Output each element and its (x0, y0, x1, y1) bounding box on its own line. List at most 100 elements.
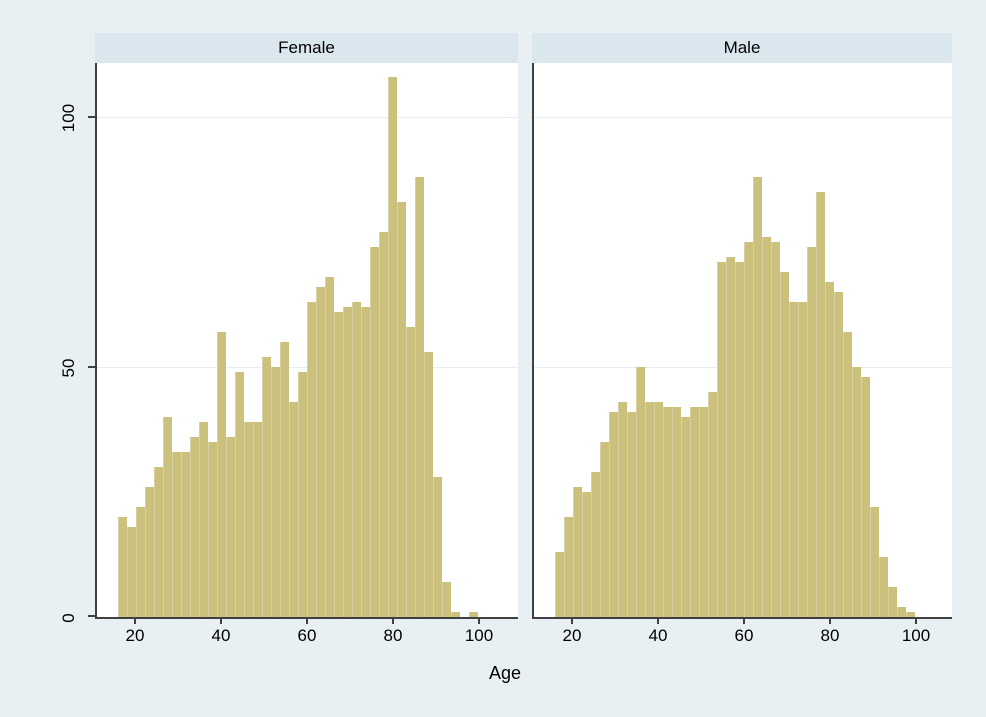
histogram-bar (325, 277, 334, 617)
histogram-bar (118, 517, 127, 617)
histogram-bar (852, 367, 861, 617)
histogram-bar (298, 372, 307, 617)
histogram-bar (681, 417, 690, 617)
histogram-bar (699, 407, 708, 617)
histogram-bar (708, 392, 717, 617)
panel-female: Female 20 40 60 80 100 0 50 100 (59, 33, 518, 645)
x-tick (915, 617, 917, 624)
histogram-bar (361, 307, 370, 617)
histogram-bar (798, 302, 807, 617)
gridline-y100 (534, 117, 952, 118)
histogram-bar (879, 557, 888, 617)
x-tick (478, 617, 480, 624)
histogram-bar (181, 452, 190, 617)
histogram-bar (906, 612, 915, 617)
histogram-bar (717, 262, 726, 617)
histogram-bar (271, 367, 280, 617)
histogram-bar (379, 232, 388, 617)
histogram-bar (424, 352, 433, 617)
histogram-bar (636, 367, 645, 617)
histogram-bar (780, 272, 789, 617)
histogram-bar (190, 437, 199, 617)
histogram-bar (870, 507, 879, 617)
gridline-y100 (97, 117, 518, 118)
histogram-bar (843, 332, 852, 617)
histogram-bar (735, 262, 744, 617)
x-tick (829, 617, 831, 624)
x-tick-label: 100 (464, 626, 494, 645)
histogram-bar (316, 287, 325, 617)
histogram-bar (672, 407, 681, 617)
histogram-bar (897, 607, 906, 617)
histogram-bar (199, 422, 208, 617)
histogram-bar (555, 552, 564, 617)
x-tick-label: 80 (383, 626, 403, 645)
histogram-bar (726, 257, 735, 617)
histogram-bar (289, 402, 298, 617)
x-tick (571, 617, 573, 624)
plot-area-female: 20 40 60 80 100 0 50 100 (59, 63, 518, 645)
x-tick-label: 20 (562, 626, 582, 645)
histogram-bar (582, 492, 591, 617)
histogram-bar (307, 302, 316, 617)
histogram-bar (217, 332, 226, 617)
y-tick (88, 366, 95, 368)
x-tick (657, 617, 659, 624)
histogram-bar (627, 412, 636, 617)
x-tick-label: 40 (211, 626, 231, 645)
histogram-bar (469, 612, 478, 617)
x-tick-label: 100 (901, 626, 931, 645)
y-tick-label: 100 (59, 103, 78, 133)
histogram-bar (127, 527, 136, 617)
panel-header-female: Female (95, 33, 518, 63)
histogram-bar (253, 422, 262, 617)
histogram-bar (861, 377, 870, 617)
histogram-bar (397, 202, 406, 617)
histogram-bar (370, 247, 379, 617)
histogram-bar (807, 247, 816, 617)
histogram-bar (433, 477, 442, 617)
histogram-bar (762, 237, 771, 617)
histogram-bar (451, 612, 460, 617)
histogram-bar (343, 307, 352, 617)
histogram-bar (816, 192, 825, 617)
histogram-bar (352, 302, 361, 617)
histogram-bar (235, 372, 244, 617)
histogram-bar (690, 407, 699, 617)
plot-area-male: 20 40 60 80 100 (532, 63, 952, 645)
x-tick (306, 617, 308, 624)
x-tick-label: 60 (297, 626, 317, 645)
histogram-bar (154, 467, 163, 617)
histogram-bar (645, 402, 654, 617)
histogram-bar (163, 417, 172, 617)
panel-header-male: Male (532, 33, 952, 63)
histogram-bar (208, 442, 217, 617)
x-tick (220, 617, 222, 624)
x-tick (392, 617, 394, 624)
histogram-bar (145, 487, 154, 617)
histogram-bar (280, 342, 289, 617)
histogram-bar (744, 242, 753, 617)
histogram-bar (388, 77, 397, 617)
x-tick-label: 40 (648, 626, 668, 645)
histogram-bar (789, 302, 798, 617)
histogram-bar (334, 312, 343, 617)
histogram-bar (244, 422, 253, 617)
histogram-bar (442, 582, 451, 617)
histogram-bar (663, 407, 672, 617)
histogram-bar (591, 472, 600, 617)
histogram-bar (406, 327, 415, 617)
histogram-bar (136, 507, 145, 617)
histogram-bar (834, 292, 843, 617)
histogram-bar (573, 487, 582, 617)
histogram-bar (888, 587, 897, 617)
histogram-bar (564, 517, 573, 617)
x-tick-label: 60 (734, 626, 754, 645)
histogram-bar (600, 442, 609, 617)
x-tick (134, 617, 136, 624)
y-tick-label: 0 (59, 613, 78, 623)
histogram-bar (262, 357, 271, 617)
x-axis-title: Age (488, 663, 522, 683)
x-tick-label: 20 (125, 626, 145, 645)
